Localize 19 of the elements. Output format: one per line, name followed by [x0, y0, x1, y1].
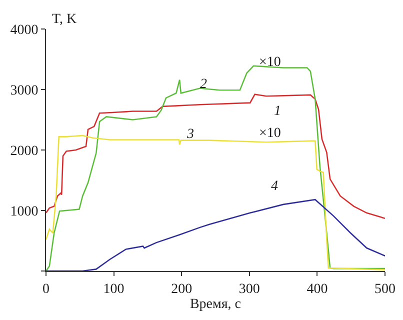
annotation: ×10	[259, 126, 281, 141]
series-label: 1	[274, 104, 281, 119]
x-tick-label: 500	[374, 282, 396, 297]
series-label: 4	[271, 179, 278, 194]
annotation: ×10	[259, 55, 281, 70]
series-label: 2	[200, 77, 207, 92]
x-axis-title: Время, с	[190, 297, 242, 312]
x-tick-label: 400	[306, 282, 328, 297]
y-tick-label: 2000	[10, 144, 38, 159]
x-tick-label: 100	[103, 282, 124, 297]
x-tick-label: 0	[42, 282, 50, 297]
line-series	[46, 94, 385, 220]
y-tick-label: 3000	[10, 83, 38, 98]
x-tick-label: 300	[238, 282, 260, 297]
x-tick-label: 200	[171, 282, 192, 297]
y-tick-label: 1000	[10, 204, 38, 220]
y-tick-label: 4000	[10, 22, 38, 38]
series-label: 3	[186, 127, 194, 142]
y-axis-title: T, K	[52, 12, 77, 27]
